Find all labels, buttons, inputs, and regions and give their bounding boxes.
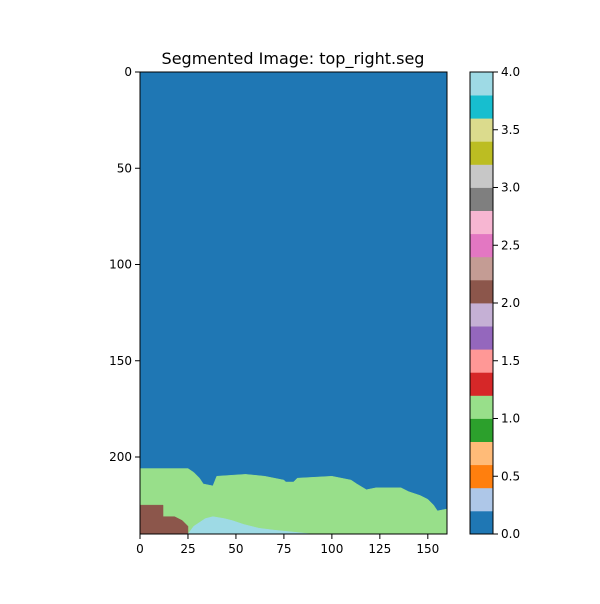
x-tick-label: 125 <box>368 542 391 556</box>
colorbar-swatch <box>470 349 493 373</box>
colorbar-axis: 0.0 0.5 1.0 1.5 2.0 2.5 3.0 3.5 4.0 <box>493 65 520 541</box>
segment-label-4 <box>187 516 313 535</box>
x-tick-label: 50 <box>228 542 243 556</box>
colorbar-swatch <box>470 210 493 235</box>
colorbar-swatch <box>470 164 493 188</box>
chart-title: Segmented Image: top_right.seg <box>162 49 425 69</box>
colorbar-tick-label: 0.5 <box>501 469 520 483</box>
colorbar-swatch <box>470 256 493 281</box>
y-tick-label: 50 <box>117 161 132 175</box>
y-tick-label: 0 <box>124 65 132 79</box>
colorbar-swatch <box>470 395 493 419</box>
colorbar-swatch <box>470 72 493 96</box>
colorbar-swatch <box>470 118 493 142</box>
y-tick-label: 200 <box>109 450 132 464</box>
colorbar-swatch <box>470 279 493 304</box>
colorbar-swatch <box>470 372 493 396</box>
colorbar-swatch <box>470 95 493 119</box>
colorbar-swatch <box>470 441 493 466</box>
colorbar-tick-label: 1.0 <box>501 412 520 426</box>
x-tick-label: 25 <box>180 542 195 556</box>
colorbar-swatch <box>470 141 493 165</box>
colorbar-tick-label: 3.5 <box>501 123 520 137</box>
colorbar-swatch <box>470 464 493 489</box>
x-tick-label: 75 <box>276 542 291 556</box>
colorbar-tick-label: 0.0 <box>501 527 520 541</box>
x-tick-label: 0 <box>136 542 144 556</box>
y-tick-label: 150 <box>109 354 132 368</box>
x-axis: 0 25 50 75 100 125 150 <box>136 534 439 556</box>
colorbar-swatch <box>470 487 493 512</box>
colorbar-tick-label: 3.0 <box>501 181 520 195</box>
image-frame <box>139 71 448 535</box>
colorbar-swatch <box>470 326 493 350</box>
y-tick-label: 100 <box>109 258 132 272</box>
segmented-image <box>139 71 448 535</box>
segment-label-0 <box>139 71 448 535</box>
colorbar-swatch <box>470 418 493 442</box>
x-tick-label: 100 <box>320 542 343 556</box>
y-axis: 0 50 100 150 200 <box>109 65 140 464</box>
colorbar-tick-label: 2.5 <box>501 238 520 252</box>
colorbar <box>470 72 493 535</box>
colorbar-swatch <box>470 233 493 258</box>
colorbar-tick-label: 2.0 <box>501 296 520 310</box>
colorbar-tick-label: 1.5 <box>501 354 520 368</box>
colorbar-tick-label: 4.0 <box>501 65 520 79</box>
x-tick-label: 150 <box>416 542 439 556</box>
colorbar-swatch <box>470 510 493 535</box>
colorbar-swatch <box>470 187 493 211</box>
colorbar-swatch <box>470 303 493 327</box>
